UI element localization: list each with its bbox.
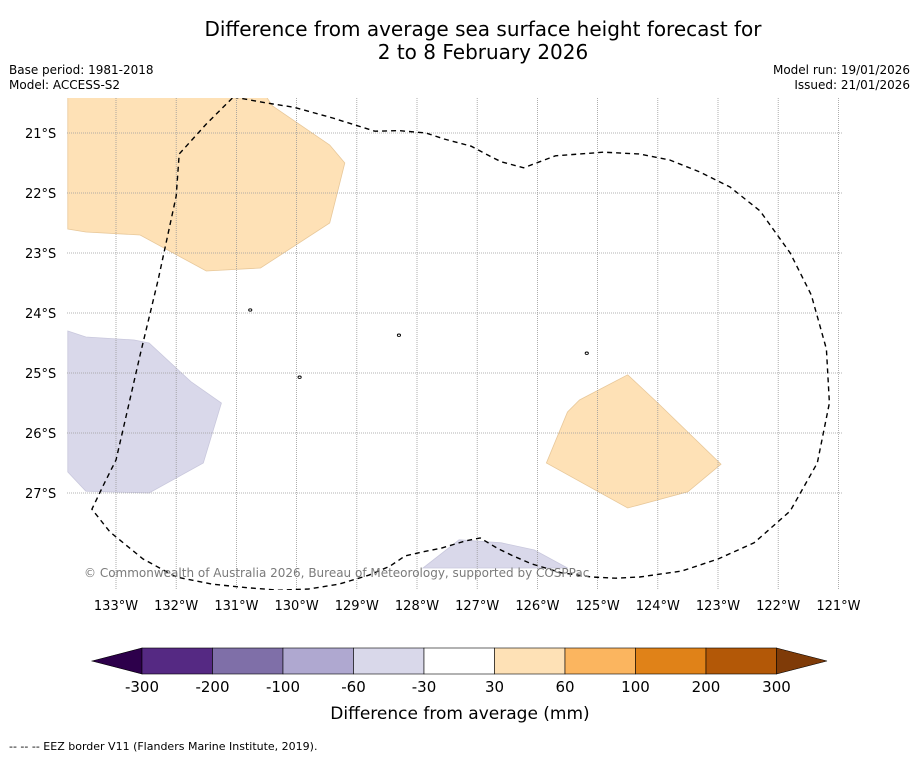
colorbar-swatch [282, 647, 354, 675]
colorbar-tick-label: 30 [485, 678, 504, 696]
colorbar-swatch [705, 647, 777, 675]
colorbar-swatch [141, 647, 213, 675]
island-outline [248, 308, 253, 312]
colorbar-swatch [564, 647, 636, 675]
anomaly-region-1 [67, 98, 346, 272]
latitude-tick-label: 21°S [25, 127, 56, 142]
anomaly-region-3 [545, 374, 722, 509]
base-period-text: Base period: 1981-2018 [9, 63, 154, 77]
meta-right: Model run: 19/01/2026 Issued: 21/01/2026 [773, 63, 910, 93]
longitude-tick-label: 126°W [515, 599, 559, 614]
longitude-tick-label: 128°W [395, 599, 439, 614]
longitude-tick-label: 133°W [94, 599, 138, 614]
colorbar-swatch [423, 647, 495, 675]
issued-text: Issued: 21/01/2026 [794, 78, 910, 92]
longitude-tick-label: 132°W [154, 599, 198, 614]
colorbar-tick-label: -300 [125, 678, 159, 696]
colorbar-swatch [494, 647, 566, 675]
colorbar-swatch [635, 647, 707, 675]
colorbar-over-arrow [776, 647, 828, 675]
longitude-tick-label: 124°W [636, 599, 680, 614]
colorbar-swatch [212, 647, 284, 675]
colorbar-under-arrow [90, 647, 143, 675]
latitude-tick-label: 26°S [25, 427, 56, 442]
anomaly-region-4 [421, 539, 568, 569]
map-plot-area: 21°S 22°S 23°S 24°S 25°S 26°S 27°S 133°W 132°W 13… [25, 98, 861, 614]
longitude-tick-label: 129°W [335, 599, 379, 614]
map-title: Difference from average sea surface heig… [0, 18, 919, 64]
latitude-tick-label: 24°S [25, 307, 56, 322]
longitude-tick-label: 127°W [455, 599, 499, 614]
longitude-tick-label: 131°W [214, 599, 258, 614]
colorbar-swatch [353, 647, 425, 675]
copyright-text: © Commonwealth of Australia 2026, Bureau… [84, 566, 589, 580]
colorbar-tick-label: 300 [762, 678, 791, 696]
meta-left: Base period: 1981-2018 Model: ACCESS-S2 [9, 63, 154, 93]
map-title-line1: Difference from average sea surface heig… [204, 17, 762, 41]
anomaly-region-2 [67, 330, 222, 494]
island-outline [297, 375, 302, 379]
model-run-text: Model run: 19/01/2026 [772, 63, 910, 77]
latitude-tick-label: 22°S [25, 187, 56, 202]
colorbar-tick-label: 60 [555, 678, 574, 696]
island-outline [396, 333, 401, 337]
colorbar: -300 -200 -100 -60 -30 30 60 100 200 300 Differenc… [90, 647, 828, 724]
latitude-tick-label: 23°S [25, 247, 56, 262]
eez-border-line [91, 98, 831, 590]
colorbar-tick-label: 200 [692, 678, 721, 696]
colorbar-tick-label: -60 [341, 678, 366, 696]
latitude-tick-label: 25°S [25, 367, 56, 382]
colorbar-tick-label: 100 [621, 678, 650, 696]
eez-legend-footnote: -- -- -- EEZ border V11 (Flanders Marine… [9, 740, 318, 753]
longitude-tick-label: 121°W [816, 599, 860, 614]
model-text: Model: ACCESS-S2 [9, 78, 121, 92]
longitude-tick-label: 123°W [696, 599, 740, 614]
longitude-tick-label: 125°W [576, 599, 620, 614]
colorbar-label: Difference from average (mm) [330, 704, 589, 724]
island-outline [584, 351, 589, 355]
colorbar-tick-label: -30 [412, 678, 437, 696]
map-title-line2: 2 to 8 February 2026 [377, 40, 589, 64]
colorbar-tick-label: -200 [195, 678, 229, 696]
longitude-tick-label: 122°W [756, 599, 800, 614]
colorbar-tick-label: -100 [266, 678, 300, 696]
longitude-tick-label: 130°W [275, 599, 319, 614]
latitude-tick-label: 27°S [25, 487, 56, 502]
